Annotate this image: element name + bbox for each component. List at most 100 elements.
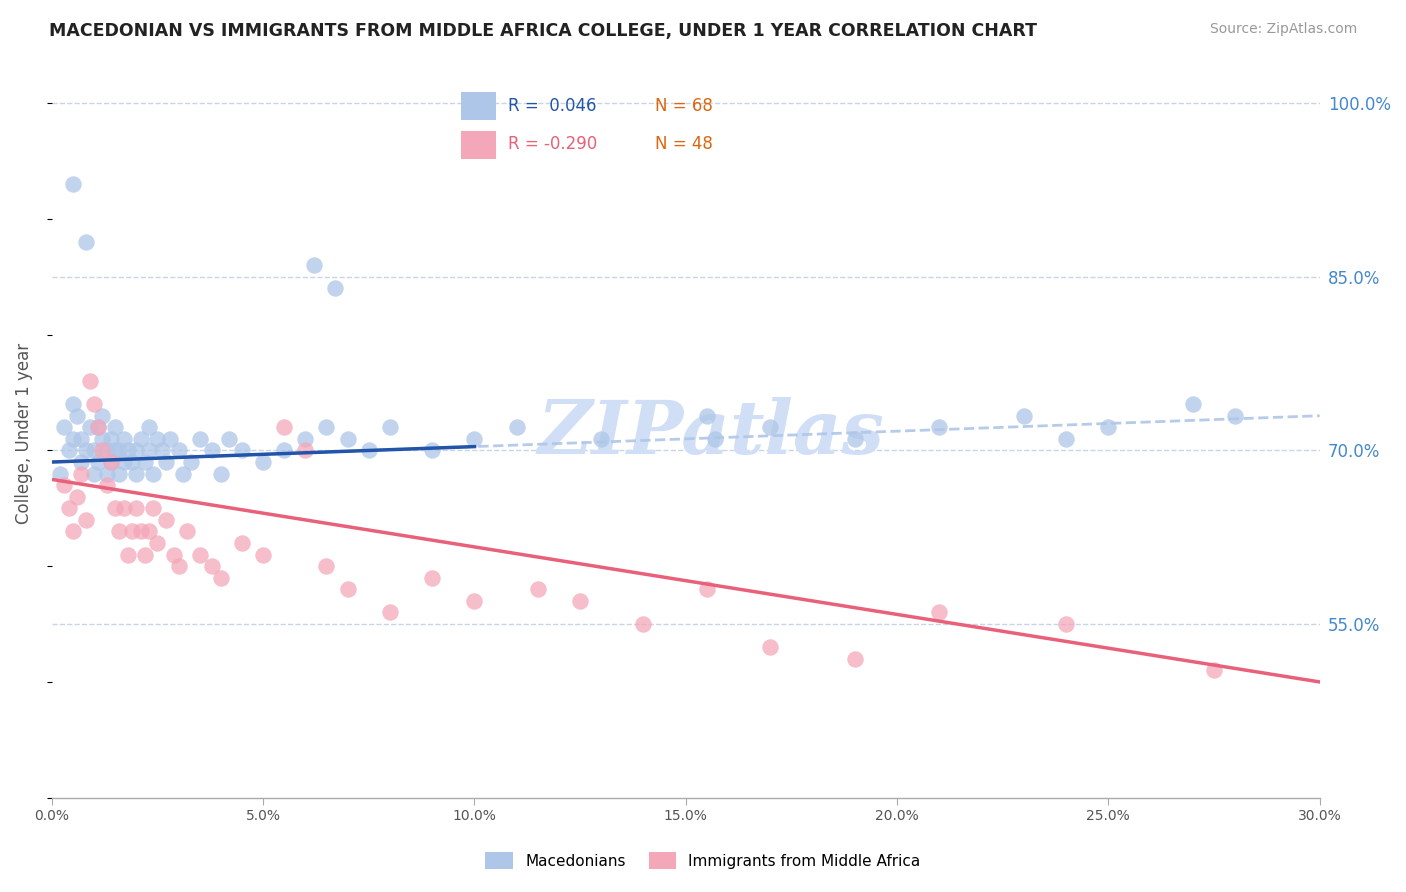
Y-axis label: College, Under 1 year: College, Under 1 year: [15, 343, 32, 524]
Point: [420, 571, 443, 585]
Point: [201, 559, 224, 574]
Point: [58, 443, 80, 458]
Point: [315, 420, 337, 434]
Point: [357, 443, 380, 458]
Point: [188, 548, 211, 562]
Point: [928, 420, 950, 434]
Point: [180, 455, 202, 469]
Point: [83, 397, 105, 411]
Point: [167, 559, 190, 574]
Point: [591, 432, 613, 446]
Point: [75, 513, 97, 527]
Point: [62, 178, 84, 192]
Point: [336, 582, 359, 597]
Point: [79, 420, 101, 434]
Point: [100, 455, 122, 469]
Point: [378, 420, 401, 434]
Point: [1181, 397, 1204, 411]
Point: [526, 582, 548, 597]
Point: [96, 478, 118, 492]
Point: [129, 432, 152, 446]
Point: [159, 432, 181, 446]
Point: [66, 409, 89, 423]
Point: [87, 455, 110, 469]
Point: [1202, 664, 1225, 678]
Point: [104, 501, 127, 516]
Point: [138, 443, 160, 458]
Point: [62, 524, 84, 539]
Point: [252, 455, 274, 469]
Point: [91, 432, 114, 446]
Point: [58, 501, 80, 516]
Point: [112, 501, 135, 516]
Point: [129, 524, 152, 539]
Point: [125, 443, 148, 458]
Point: [231, 536, 253, 550]
Point: [70, 432, 93, 446]
Point: [420, 443, 443, 458]
Point: [83, 467, 105, 481]
Point: [176, 524, 198, 539]
Point: [704, 432, 727, 446]
Point: [146, 432, 169, 446]
Point: [104, 443, 127, 458]
Point: [150, 443, 173, 458]
Point: [104, 420, 127, 434]
Point: [108, 443, 131, 458]
Point: [112, 432, 135, 446]
Point: [70, 455, 93, 469]
Point: [75, 443, 97, 458]
Point: [323, 281, 346, 295]
Point: [138, 420, 160, 434]
Point: [100, 432, 122, 446]
Point: [53, 420, 76, 434]
Point: [70, 467, 93, 481]
Point: [75, 235, 97, 249]
Point: [188, 432, 211, 446]
Point: [108, 524, 131, 539]
Point: [155, 513, 177, 527]
Point: [928, 606, 950, 620]
Text: Source: ZipAtlas.com: Source: ZipAtlas.com: [1209, 22, 1357, 37]
Point: [134, 455, 156, 469]
Point: [91, 443, 114, 458]
Point: [252, 548, 274, 562]
Point: [759, 640, 782, 655]
Point: [302, 258, 325, 272]
Point: [172, 467, 194, 481]
Point: [1054, 432, 1077, 446]
Point: [209, 467, 232, 481]
Point: [121, 524, 143, 539]
Point: [62, 397, 84, 411]
Point: [66, 490, 89, 504]
Point: [336, 432, 359, 446]
Point: [231, 443, 253, 458]
Point: [155, 455, 177, 469]
Point: [49, 467, 72, 481]
Point: [1054, 617, 1077, 632]
Point: [505, 420, 527, 434]
Point: [117, 443, 139, 458]
Point: [294, 443, 316, 458]
Point: [100, 455, 122, 469]
Point: [1012, 409, 1035, 423]
Point: [96, 467, 118, 481]
Point: [201, 443, 224, 458]
Point: [134, 548, 156, 562]
Point: [87, 420, 110, 434]
Point: [125, 467, 148, 481]
Point: [463, 432, 485, 446]
Point: [294, 432, 316, 446]
Point: [696, 582, 718, 597]
Point: [315, 559, 337, 574]
Point: [83, 443, 105, 458]
Point: [138, 524, 160, 539]
Point: [218, 432, 240, 446]
Point: [273, 420, 295, 434]
Point: [759, 420, 782, 434]
Point: [142, 467, 165, 481]
Point: [569, 594, 592, 608]
Point: [273, 443, 295, 458]
Point: [53, 478, 76, 492]
Point: [117, 548, 139, 562]
